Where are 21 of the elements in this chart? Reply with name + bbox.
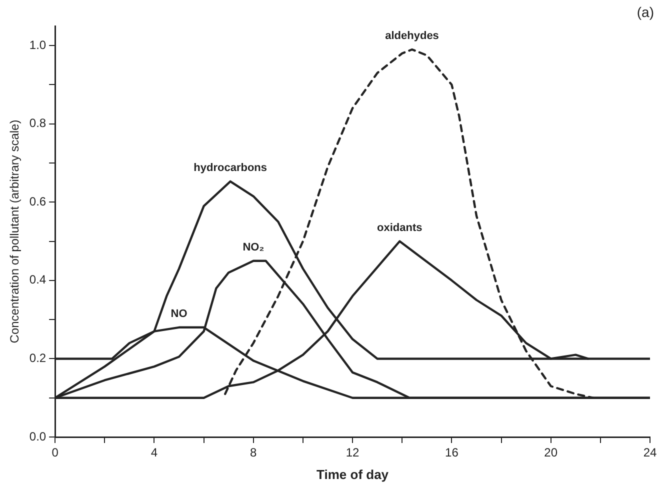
series-label: NO₂ <box>242 241 264 254</box>
x-tick-label: 0 <box>52 446 59 460</box>
x-axis-title: Time of day <box>316 466 390 482</box>
text: (a) <box>636 4 654 20</box>
series-label: hydrocarbons <box>194 162 268 174</box>
x-tick-label: 20 <box>544 446 558 460</box>
series-label: oxidants <box>377 222 422 234</box>
y-axis-title: Concentration of pollutant (arbitrary scale) <box>8 120 22 344</box>
y-tick-label: 1.0 <box>29 38 46 52</box>
x-tick-label: 4 <box>150 446 158 460</box>
y-tick-label: 0.0 <box>29 429 46 444</box>
y-tick-label: 0.2 <box>29 351 46 366</box>
x-tick-label: 16 <box>445 446 459 460</box>
x-tick-label: 24 <box>643 446 657 460</box>
series-label: NO <box>170 308 188 320</box>
series-label: aldehydes <box>385 30 439 42</box>
y-tick-label: 0.6 <box>29 194 46 208</box>
x-tick-label: 12 <box>346 446 360 460</box>
y-tick-label: 0.4 <box>29 272 46 287</box>
y-tick-label: 0.8 <box>29 116 46 130</box>
x-tick-label: 8 <box>250 446 258 460</box>
